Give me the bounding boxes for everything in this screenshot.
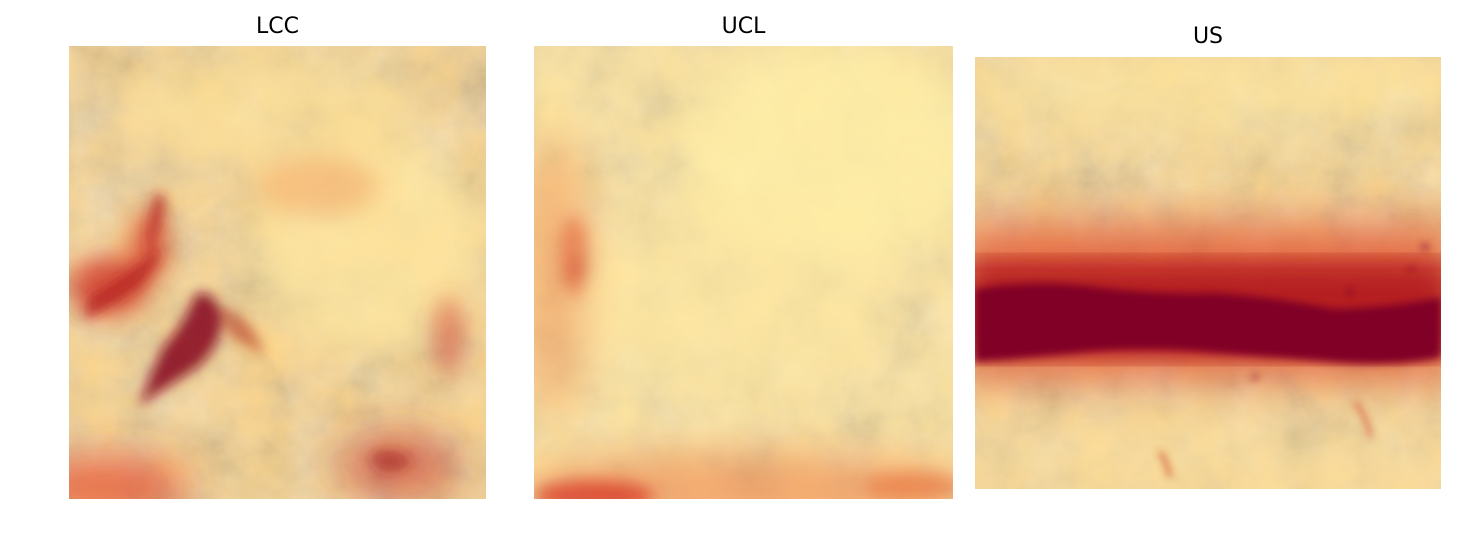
map-us (975, 57, 1441, 489)
map-lcc (69, 46, 486, 499)
panel-title-lcc: LCC (256, 14, 299, 39)
panel-title-ucl: UCL (721, 14, 766, 39)
map-ucl (534, 46, 953, 499)
panel-title-us: US (1192, 24, 1224, 49)
